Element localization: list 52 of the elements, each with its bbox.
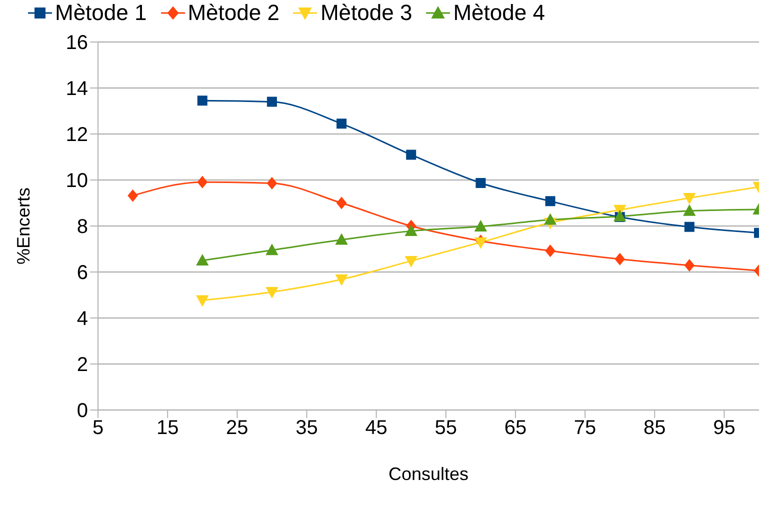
x-tick-label: 5 [92, 417, 104, 440]
point [544, 214, 556, 225]
y-tick-label: 2 [76, 354, 88, 376]
legend-label: Mètode 2 [188, 0, 280, 26]
x-tick-label: 45 [365, 417, 388, 440]
point [683, 192, 696, 204]
y-tick-label: 8 [76, 216, 88, 238]
point [614, 253, 625, 266]
point [336, 274, 348, 286]
x-tick-label: 95 [713, 417, 736, 440]
point [336, 197, 347, 209]
legend-label: Mètode 4 [453, 0, 545, 26]
point [683, 204, 696, 216]
point [197, 176, 208, 188]
y-tick-label: 6 [76, 262, 88, 284]
point [196, 295, 208, 306]
point [476, 178, 486, 188]
y-tick-label: 0 [76, 400, 88, 422]
point [336, 234, 348, 245]
x-tick-label: 25 [226, 417, 248, 440]
point [266, 287, 278, 298]
point [405, 225, 418, 236]
point [128, 190, 138, 202]
y-tick-label: 4 [76, 308, 88, 330]
x-axis-title: Consultes [388, 464, 469, 484]
point [266, 244, 278, 256]
x-tick-label: 65 [504, 417, 527, 440]
y-tick-label: 12 [66, 124, 88, 146]
point [266, 96, 277, 107]
point [474, 237, 487, 248]
y-tick-label: 10 [66, 170, 88, 192]
point [266, 177, 277, 190]
point [336, 118, 347, 129]
point [545, 196, 556, 206]
legend-label: Mètode 1 [55, 0, 147, 26]
y-tick-label: 16 [66, 32, 88, 54]
point [474, 220, 487, 232]
x-tick-label: 75 [574, 417, 596, 440]
point [684, 259, 694, 272]
y-axis-title: %Encerts [13, 187, 34, 265]
point [197, 96, 208, 106]
legend-label: Mètode 3 [320, 0, 412, 26]
point [545, 244, 556, 257]
point [196, 254, 208, 266]
x-tick-label: 15 [156, 417, 179, 440]
x-tick-label: 35 [296, 417, 318, 440]
y-tick-label: 14 [66, 78, 88, 100]
point [684, 222, 694, 232]
point [405, 256, 418, 267]
x-tick-label: 85 [644, 417, 666, 440]
x-tick-label: 55 [434, 417, 458, 440]
point [406, 150, 416, 160]
